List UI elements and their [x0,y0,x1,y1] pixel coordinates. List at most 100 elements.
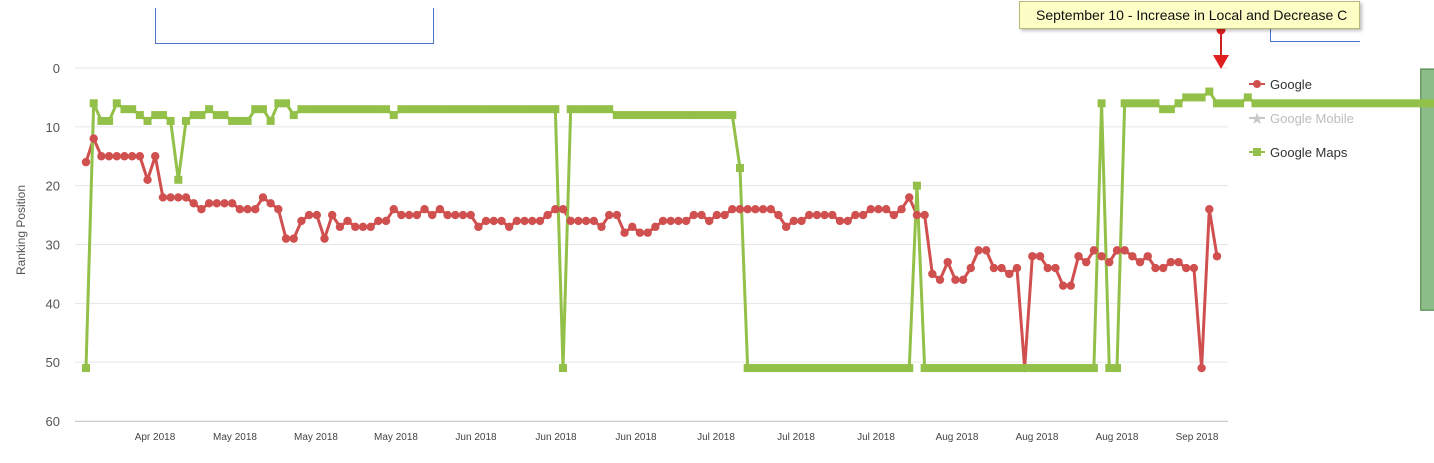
data-point-google [1012,263,1022,273]
data-point-google-maps [220,111,229,120]
data-point-google [758,205,768,214]
data-point-google-maps [1105,364,1114,373]
x-tick-label: Aug 2018 [936,432,979,443]
data-point-google-maps [743,364,752,373]
data-point-google [258,193,268,202]
data-point-google-maps [559,364,568,373]
data-point-google-maps [1243,93,1252,102]
data-point-google-maps [1313,99,1322,108]
data-point-google-maps [1128,99,1137,108]
data-point-google [905,193,914,202]
data-point-google-maps [782,364,791,373]
data-point-google-maps [505,105,514,114]
data-point-google [828,210,837,220]
data-point-google-maps [489,105,498,114]
data-point-google [304,210,314,220]
data-point-google-maps [943,364,952,373]
data-point-google [1120,246,1129,255]
data-point-google [812,210,822,220]
data-point-google-maps [1236,99,1245,108]
data-point-google [512,216,522,226]
data-point-google [1128,252,1137,261]
legend-item-google-mobile[interactable]: ★ Google Mobile [1249,109,1354,128]
data-point-google-maps [328,105,337,114]
data-point-google-maps [235,116,244,125]
data-point-google [781,222,791,232]
data-point-google-maps [812,364,821,373]
annotation-tooltip: September 10 - Increase in Local and Dec… [1019,1,1360,29]
top-input-frame[interactable] [155,8,434,44]
data-point-google-maps [574,105,583,114]
data-point-google-maps [97,116,106,125]
data-point-google [1135,257,1145,267]
data-point-google [735,205,745,214]
data-point-google-maps [1343,99,1352,108]
data-point-google [551,205,560,214]
data-point-google-maps [374,105,383,114]
data-point-google [335,222,345,232]
data-point-google [281,234,291,243]
data-point-google-maps [705,111,714,120]
data-point-google [774,210,783,220]
data-point-google-maps [451,105,460,114]
data-point-google-maps [582,105,591,114]
data-point-google-maps [774,364,783,373]
data-point-google-maps [874,364,883,373]
data-point-google-maps [851,364,860,373]
data-point-google-maps [512,105,521,114]
data-point-google [1058,281,1068,290]
data-point-google [835,216,845,226]
data-point-google-maps [1197,93,1206,102]
x-axis-ticks: Apr 2018 May 2018 May 2018 May 2018 Jun 2018… [135,432,1219,443]
data-point-google [358,222,368,232]
data-point-google [1182,263,1191,273]
data-point-google-maps [528,105,537,114]
data-point-google-maps [651,111,660,120]
data-point-google-maps [666,111,675,120]
data-point-google-maps [697,111,706,120]
data-point-google-maps [751,364,760,373]
legend-item-google[interactable]: Google [1249,77,1312,92]
data-point-google-maps [1005,364,1014,373]
data-point-google-maps [428,105,437,114]
data-point-google-maps [1289,99,1298,108]
data-point-google-maps [105,116,114,125]
data-point-google-maps [466,105,475,114]
data-point-google [220,199,229,208]
data-point-google [189,199,198,208]
data-point-google [235,205,245,214]
data-point-google-maps [89,99,98,108]
data-point-google [681,216,691,226]
data-point-google-maps [1297,99,1306,108]
data-point-google-maps [1413,99,1422,108]
legend: Google ★ Google Mobile Google Maps [1249,77,1354,160]
data-point-google [1005,269,1014,279]
legend-square-icon [1253,148,1261,156]
data-point-google-maps [1259,99,1268,108]
data-point-google [1105,257,1114,267]
data-point-google-maps [689,111,698,120]
data-point-google [612,210,622,220]
data-point-google-maps [543,105,552,114]
data-point-google-maps [482,105,491,114]
x-tick-label: Jun 2018 [455,432,497,443]
data-point-google-maps [1189,93,1198,102]
data-point-google-maps [1251,99,1260,108]
data-point-google-maps [82,364,90,373]
data-point-google-maps [1143,99,1152,108]
data-point-google [935,275,945,284]
data-point-google-maps [1374,99,1383,108]
data-point-google [1174,257,1183,267]
data-point-google-maps [1405,99,1414,108]
y-tick-label: 40 [46,296,60,311]
legend-item-google-maps[interactable]: Google Maps [1249,145,1348,160]
y-tick-label: 60 [46,414,60,429]
data-point-google-maps [1320,99,1329,108]
data-point-google-maps [243,116,252,125]
data-point-google [528,216,537,226]
data-point-google [381,216,391,226]
data-point-google [1089,246,1099,255]
data-point-google [558,205,568,214]
data-point-google-maps [1097,99,1106,108]
data-point-google-maps [1074,364,1083,373]
